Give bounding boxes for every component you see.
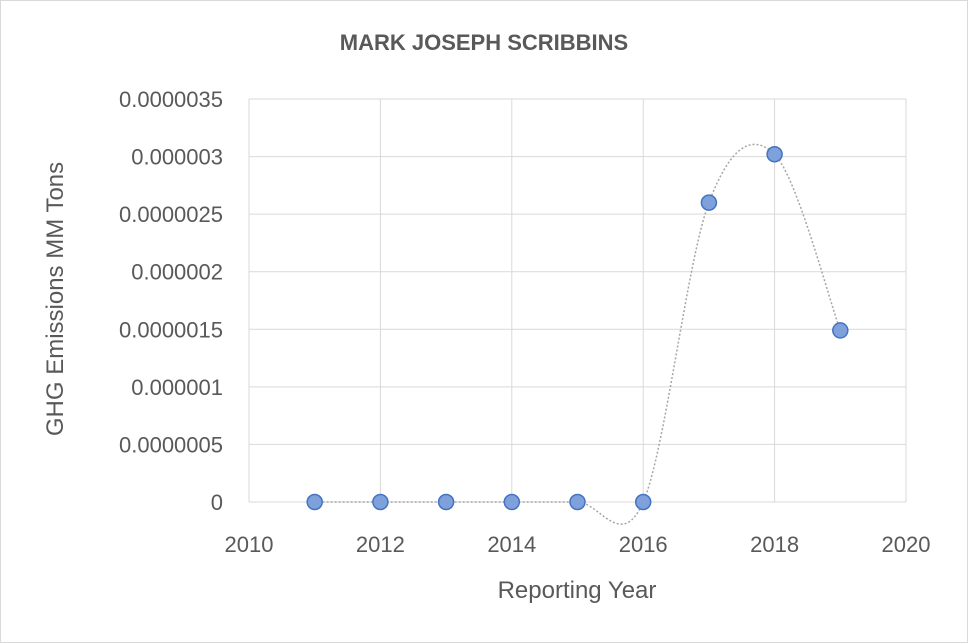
data-points	[306, 146, 849, 511]
x-tick-label: 2016	[619, 532, 668, 557]
data-point	[700, 194, 718, 211]
y-axis-label: GHG Emissions MM Tons	[42, 162, 69, 436]
x-tick-label: 2018	[750, 532, 799, 557]
data-point	[569, 493, 586, 511]
y-tick-label: 0.0000025	[119, 202, 223, 227]
data-point	[766, 146, 783, 163]
y-tick-label: 0.000001	[131, 375, 223, 400]
data-point	[503, 493, 521, 511]
y-tick-label: 0.000002	[131, 260, 223, 285]
chart-title: MARK JOSEPH SCRIBBINS	[340, 30, 628, 55]
y-tick-label: 0.0000035	[119, 87, 223, 112]
data-point	[372, 493, 389, 511]
x-axis-ticks: 2010 2012 2014 2016 2018 2020	[225, 532, 931, 557]
x-tick-label: 2020	[882, 532, 931, 557]
x-tick-label: 2014	[487, 532, 536, 557]
data-point	[832, 322, 849, 339]
x-tick-label: 2010	[225, 532, 274, 557]
y-tick-label: 0.0000015	[119, 317, 223, 342]
data-point	[437, 493, 455, 511]
y-axis-ticks: 0 0.0000005 0.000001 0.0000015 0.000002 0.000…	[119, 87, 223, 515]
y-tick-label: 0.000003	[131, 145, 223, 170]
y-tick-label: 0	[211, 490, 223, 515]
data-point	[306, 493, 323, 511]
x-tick-label: 2012	[356, 532, 405, 557]
smoothed-series-line	[314, 143, 842, 525]
gridlines	[248, 98, 907, 503]
data-point	[634, 493, 652, 511]
y-tick-label: 0.0000005	[119, 432, 223, 457]
x-axis-label: Reporting Year	[498, 577, 657, 604]
